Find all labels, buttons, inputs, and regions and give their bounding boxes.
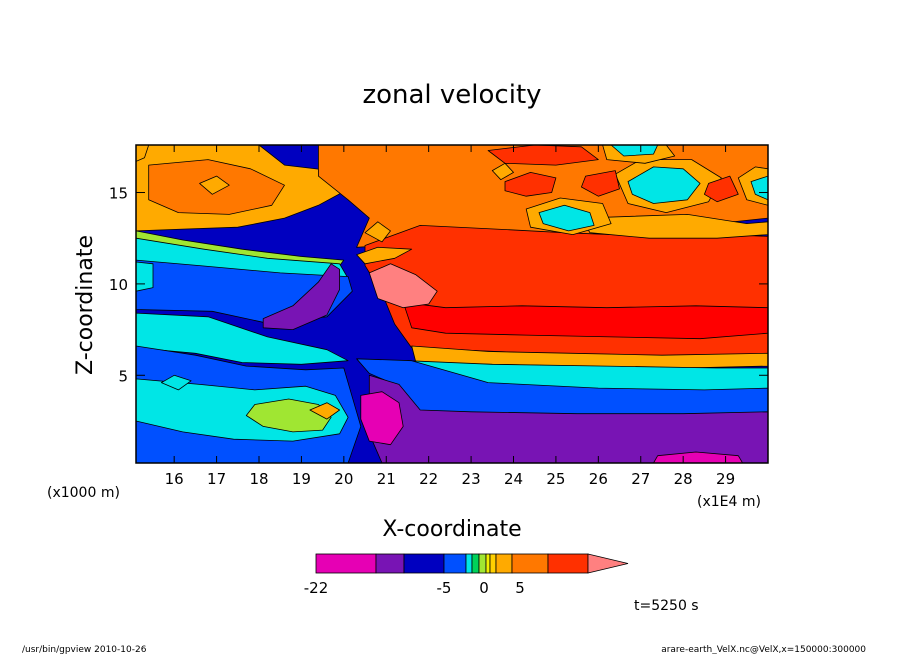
colorbar-box-7	[478, 553, 487, 574]
contour-region-13	[402, 301, 768, 340]
y-axis-label: Z-coordinate	[73, 235, 98, 375]
x-tick-label-25: 25	[546, 470, 565, 488]
plot-frame	[135, 144, 769, 464]
contour-region-19	[360, 391, 404, 446]
colorbar-extend-arrow	[587, 553, 629, 574]
contour-region-30	[581, 170, 620, 197]
contour-region-36	[364, 221, 391, 243]
chart-title: zonal velocity	[362, 80, 541, 110]
contour-region-29	[750, 175, 768, 201]
time-label: t=5250 s	[634, 598, 699, 614]
colorbar-tick-label-1: -5	[437, 579, 452, 597]
colorbar-box-4	[443, 553, 467, 574]
colorbar-tick-label-3: 5	[515, 579, 525, 597]
colorbar-ticks: -22 -5 0 5	[304, 579, 525, 597]
x-tick-label-19: 19	[292, 470, 311, 488]
contour-region-27	[610, 145, 659, 157]
x-tick-label-29: 29	[716, 470, 735, 488]
colorbar-box-11	[511, 553, 549, 574]
x-axis-label: X-coordinate	[382, 517, 521, 542]
contour-region-39	[160, 374, 192, 391]
x-tick-label-18: 18	[249, 470, 268, 488]
contour-region-20	[653, 451, 743, 463]
y-axis-ticks: 5 10 15	[109, 185, 768, 385]
contour-region-23	[627, 166, 701, 204]
x-tick-label-20: 20	[334, 470, 353, 488]
x-tick-label-22: 22	[419, 470, 438, 488]
x-tick-label-24: 24	[504, 470, 523, 488]
contour-region-37	[356, 246, 413, 265]
y-tick-label-5: 5	[118, 367, 128, 385]
colorbar-tick-label-0: -22	[304, 579, 329, 597]
contour-region-38	[309, 402, 341, 420]
contour-region-9	[245, 398, 332, 433]
x-tick-label-23: 23	[462, 470, 481, 488]
colorbar-box-9	[489, 553, 497, 574]
x-tick-label-27: 27	[631, 470, 650, 488]
contour-region-35	[491, 162, 514, 181]
contour-region-10	[262, 263, 341, 331]
colorbar-box-6	[471, 553, 480, 574]
x-axis-ticks: 16 17 18 19 20 21 22 23 24 25 26 27 28 29	[165, 145, 735, 488]
x-tick-label-28: 28	[674, 470, 693, 488]
plot-area	[135, 144, 769, 464]
x-unit-label: (x1E4 m)	[697, 494, 761, 510]
footer-left: /usr/bin/gpview 2010-10-26	[22, 645, 147, 654]
contour-region-14	[368, 263, 438, 309]
colorbar-box-3	[403, 553, 445, 574]
contour-region-33	[504, 171, 557, 197]
colorbar	[315, 553, 629, 574]
contour-region-25	[538, 204, 595, 232]
contour-region-21	[581, 213, 768, 239]
colorbar-tick-label-2: 0	[479, 579, 489, 597]
x-tick-label-17: 17	[207, 470, 226, 488]
contour-region-34	[199, 175, 230, 195]
colorbar-box-1	[315, 553, 377, 574]
colorbar-box-2	[375, 553, 405, 574]
x-tick-label-16: 16	[165, 470, 184, 488]
y-tick-label-10: 10	[109, 276, 128, 294]
x-tick-label-26: 26	[589, 470, 608, 488]
contour-regions	[136, 145, 768, 463]
contour-region-40	[136, 261, 154, 292]
x-tick-label-21: 21	[377, 470, 396, 488]
colorbar-box-12	[547, 553, 589, 574]
footer-right: arare-earth_VelX.nc@VelX,x=150000:300000	[661, 645, 866, 654]
contour-region-41	[136, 145, 150, 162]
colorbar-box-5	[465, 553, 473, 574]
contour-region-18	[368, 374, 768, 463]
colorbar-box-10	[495, 553, 513, 574]
colorbar-box-8	[485, 553, 491, 574]
y-tick-label-15: 15	[109, 185, 128, 203]
y-unit-label: (x1000 m)	[47, 485, 120, 501]
contour-region-31	[704, 175, 739, 203]
